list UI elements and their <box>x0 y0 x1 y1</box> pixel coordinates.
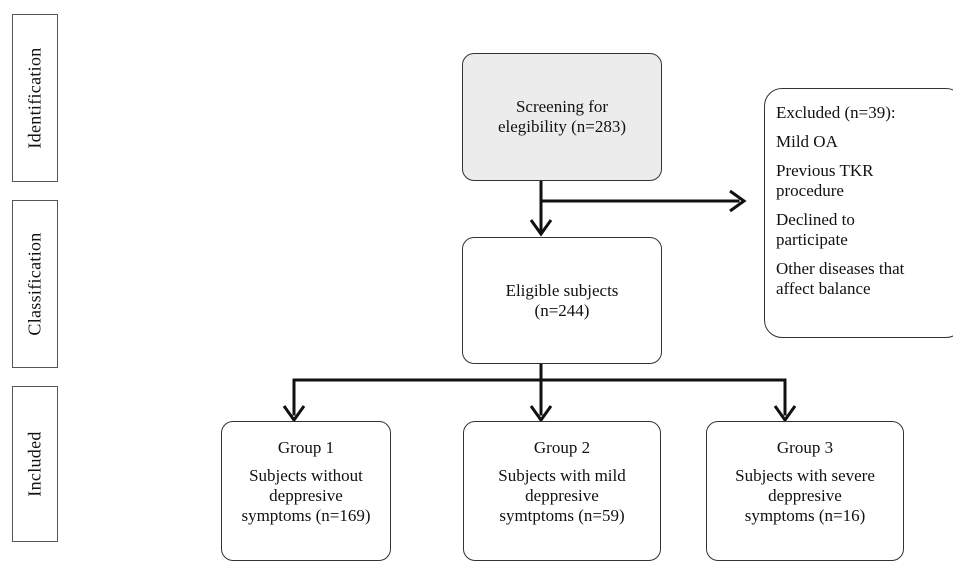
group-3-line3: symptoms (n=16) <box>744 506 866 525</box>
arrowhead-group2 <box>529 405 553 423</box>
excluded-item-line: Previous TKR <box>776 161 874 180</box>
screening-line1: Screening for <box>515 97 609 116</box>
excluded-title: Excluded (n=39): <box>776 103 896 122</box>
group-1-title: Group 1 <box>277 438 335 457</box>
group-1-box: Group 1 Subjects without deppresive symp… <box>221 421 391 561</box>
group-1-line1: Subjects without <box>249 466 363 485</box>
group-3-title: Group 3 <box>776 438 834 457</box>
excluded-item-line: affect balance <box>776 279 871 298</box>
stage-identification: Identification <box>12 14 58 182</box>
screening-box: Screening for elegibility (n=283) <box>462 53 662 181</box>
arrowhead-group3 <box>773 405 797 423</box>
arrowhead-eligible <box>529 219 553 237</box>
group-2-line2: deppresive <box>525 486 599 505</box>
group-2-title: Group 2 <box>533 438 591 457</box>
group-2-line1: Subjects with mild <box>498 466 626 485</box>
group-1-line3: symptoms (n=169) <box>241 506 371 525</box>
excluded-item-line: participate <box>776 230 848 249</box>
excluded-item-line: Other diseases that <box>776 259 905 278</box>
eligible-box: Eligible subjects (n=244) <box>462 237 662 364</box>
eligible-line2: (n=244) <box>534 300 590 320</box>
excluded-box: Excluded (n=39): Mild OA Previous TKR pr… <box>764 88 953 338</box>
excluded-item-line: procedure <box>776 181 844 200</box>
group-2-box: Group 2 Subjects with mild deppresive sy… <box>463 421 661 561</box>
group-1-line2: deppresive <box>269 486 343 505</box>
stage-classification: Classification <box>12 200 58 368</box>
group-2-line3: symtptoms (n=59) <box>499 506 625 525</box>
excluded-item: Declined to participate <box>776 210 951 250</box>
excluded-item: Previous TKR procedure <box>776 161 951 201</box>
group-3-box: Group 3 Subjects with severe deppresive … <box>706 421 904 561</box>
arrowhead-group1 <box>282 405 306 423</box>
flow-connectors <box>282 179 797 423</box>
arrowhead-excluded <box>729 189 747 213</box>
screening-line2: elegibility (n=283) <box>497 117 627 136</box>
excluded-item-line: Declined to <box>776 210 855 229</box>
eligible-line1: Eligible subjects <box>505 280 619 300</box>
excluded-item: Mild OA <box>776 132 838 151</box>
group-3-line2: deppresive <box>768 486 842 505</box>
excluded-item: Other diseases that affect balance <box>776 259 951 299</box>
group-3-line1: Subjects with severe <box>735 466 875 485</box>
